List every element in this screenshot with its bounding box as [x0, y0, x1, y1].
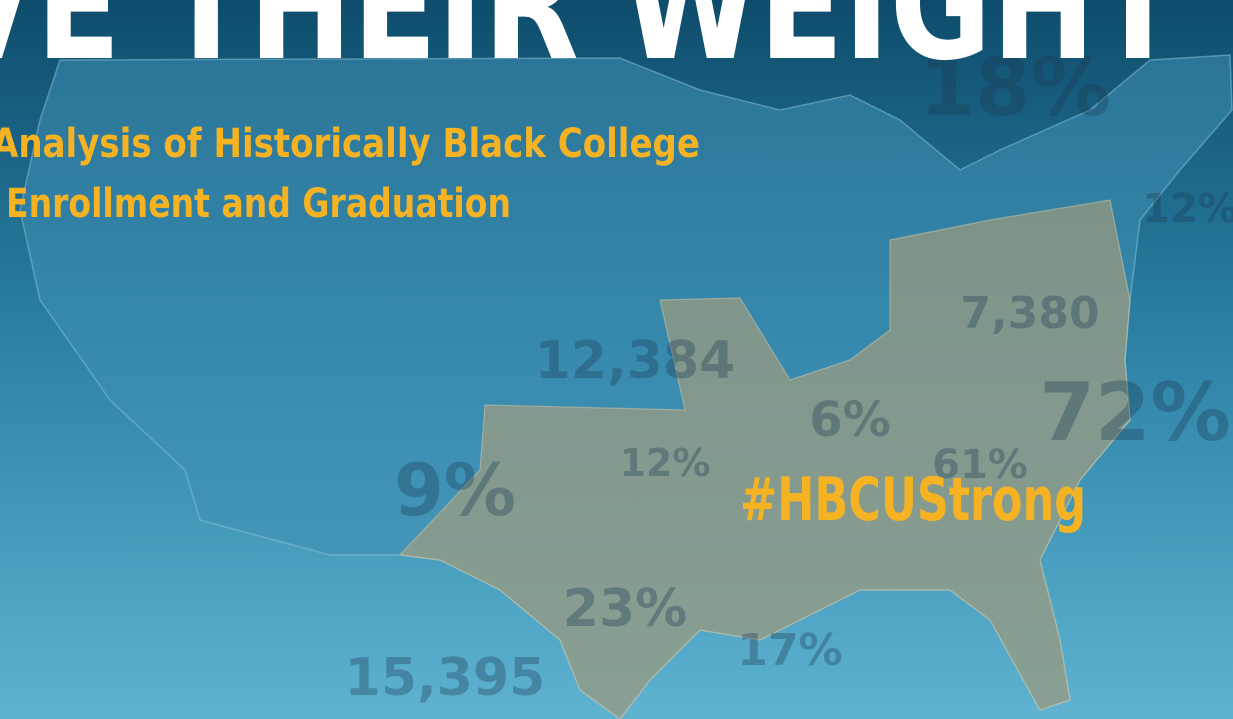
subtitle: Enrollment and Graduation — [6, 181, 511, 227]
subtitle: Analysis of Historically Black College — [0, 121, 700, 167]
map-label: 9% — [394, 448, 516, 532]
map-label: 7,380 — [960, 288, 1099, 339]
hashtag: #HBCUStrong — [740, 465, 1086, 535]
map-label: 17% — [737, 625, 842, 676]
map-label: 12% — [1142, 186, 1233, 232]
map-label: 72% — [1039, 366, 1230, 459]
map-label: 23% — [563, 579, 687, 639]
map-label: 12,384 — [535, 331, 736, 391]
map-label: 6% — [809, 392, 891, 448]
map-label: 15,395 — [345, 648, 546, 708]
map-label: 12% — [620, 441, 711, 485]
headline: VE THEIR WEIGHT — [0, 0, 1180, 94]
poster: 18%12%7,38012,3846%72%12%9%61%23%17%15,3… — [0, 0, 1233, 719]
